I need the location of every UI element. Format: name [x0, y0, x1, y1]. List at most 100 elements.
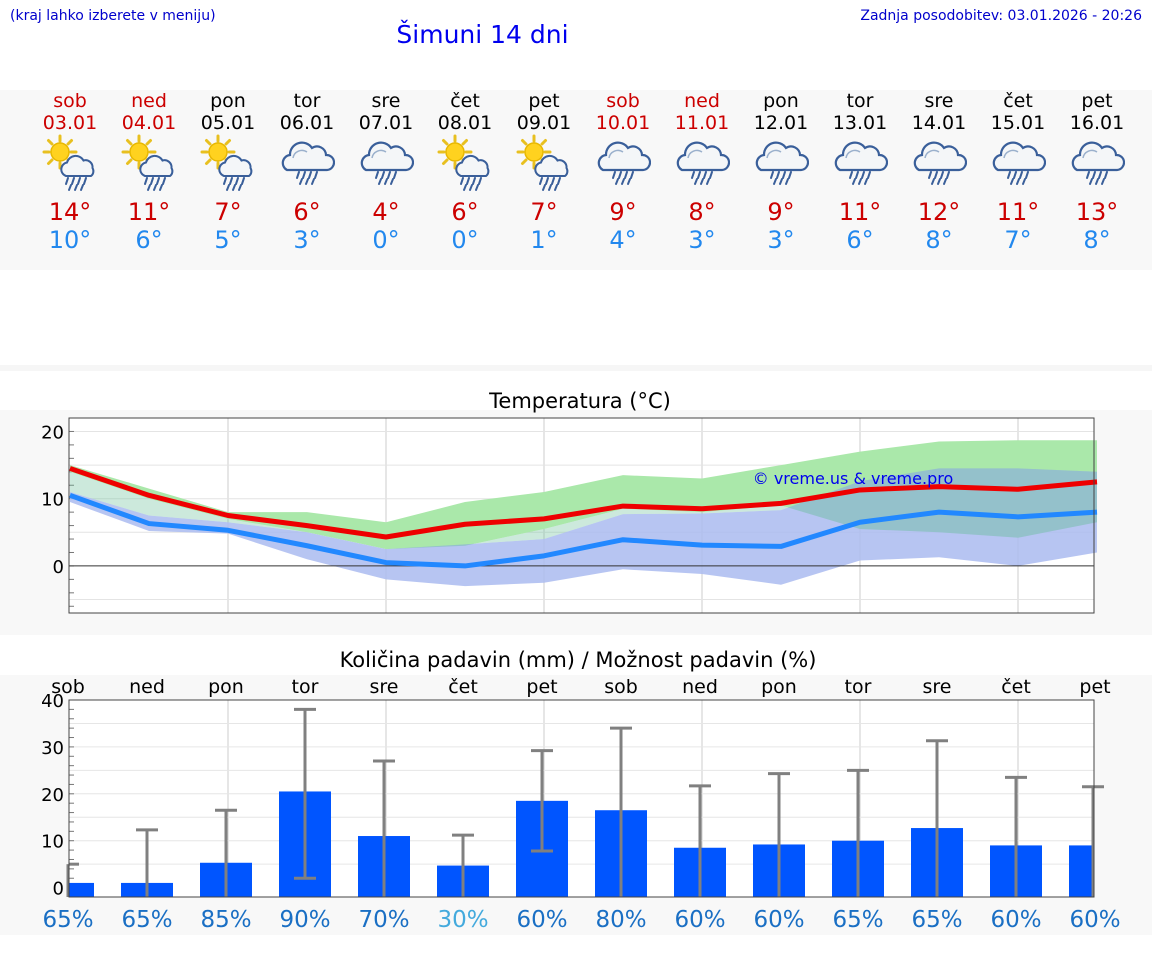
max-temperature: 13°: [1075, 198, 1119, 226]
temperature-chart-title: Temperatura (°C): [488, 389, 671, 413]
precipitation-day-label: pon: [208, 676, 244, 698]
day-date: 13.01: [832, 112, 888, 134]
min-temperature: 8°: [925, 226, 953, 254]
max-temperature: 8°: [688, 198, 716, 226]
day-date: 06.01: [279, 112, 335, 134]
day-name: sob: [606, 90, 640, 112]
max-temperature: 4°: [372, 198, 400, 226]
daily-forecast-strip: [0, 90, 1152, 270]
precipitation-probability: 60%: [990, 907, 1041, 933]
day-name: tor: [293, 90, 321, 112]
precipitation-day-label: tor: [845, 676, 872, 698]
precipitation-day-label: čet: [448, 676, 478, 698]
precipitation-tick-label: 40: [41, 691, 64, 712]
precipitation-day-label: čet: [1001, 676, 1031, 698]
precipitation-tick-label: 30: [41, 738, 64, 759]
day-forecast: čet 15.01 11° 7°: [978, 90, 1058, 260]
precipitation-probability: 90%: [279, 907, 330, 933]
min-temperature: 3°: [293, 226, 321, 254]
precipitation-day-label: pon: [761, 676, 797, 698]
precipitation-probability: 65%: [121, 907, 172, 933]
day-date: 11.01: [674, 112, 730, 134]
temperature-tick-label: 0: [53, 557, 64, 578]
day-name: sob: [53, 90, 87, 112]
day-date: 14.01: [911, 112, 967, 134]
min-temperature: 0°: [451, 226, 479, 254]
max-temperature: 11°: [127, 198, 171, 226]
max-temperature: 11°: [838, 198, 882, 226]
min-temperature: 4°: [609, 226, 637, 254]
precipitation-bar: [69, 882, 94, 897]
day-forecast: pet 09.01 7° 1°: [504, 90, 584, 260]
day-name: pet: [1081, 90, 1113, 112]
precipitation-probability: 60%: [1069, 907, 1120, 933]
day-name: pon: [763, 90, 799, 112]
precipitation-day-label: sob: [604, 676, 638, 698]
day-date: 07.01: [358, 112, 414, 134]
day-date: 08.01: [437, 112, 493, 134]
day-forecast: čet 08.01 6° 0°: [425, 90, 505, 260]
overlap-band: [70, 468, 1097, 550]
temperature-tick-label: 20: [41, 422, 64, 443]
day-forecast: tor 13.01 11° 6°: [820, 90, 900, 260]
day-date: 09.01: [516, 112, 572, 134]
max-temperature: 14°: [48, 198, 92, 226]
precipitation-probability: 60%: [674, 907, 725, 933]
precipitation-day-label: sob: [51, 676, 85, 698]
precipitation-chart-title: Količina padavin (mm) / Možnost padavin …: [340, 648, 817, 672]
day-name: pet: [528, 90, 560, 112]
day-forecast: sre 14.01 12° 8°: [899, 90, 979, 260]
day-name: tor: [846, 90, 874, 112]
precipitation-day-label: pet: [1079, 676, 1110, 698]
max-temperature: 6°: [293, 198, 321, 226]
day-name: ned: [131, 90, 167, 112]
day-name: pon: [210, 90, 246, 112]
min-temperature: 7°: [1004, 226, 1032, 254]
precipitation-day-label: ned: [682, 676, 718, 698]
location-hint: (kraj lahko izberete v meniju): [10, 8, 216, 24]
precipitation-probability: 60%: [753, 907, 804, 933]
day-date: 10.01: [595, 112, 651, 134]
min-temperature: 1°: [530, 226, 558, 254]
min-temperature: 3°: [767, 226, 795, 254]
precipitation-tick-label: 0: [53, 879, 64, 900]
day-forecast: sob 10.01 9° 4°: [583, 90, 663, 260]
min-temperature-range-band: [70, 468, 1097, 587]
day-date: 12.01: [753, 112, 809, 134]
min-temperature: 10°: [48, 226, 92, 254]
last-updated: Zadnja posodobitev: 03.01.2026 - 20:26: [860, 8, 1142, 24]
min-temperature: 6°: [846, 226, 874, 254]
min-temperature: 5°: [214, 226, 242, 254]
min-temperature-line: [69, 492, 1098, 569]
max-temperature: 9°: [767, 198, 795, 226]
day-forecast: sob 03.01 14° 10°: [30, 90, 110, 260]
day-name: ned: [684, 90, 720, 112]
max-temperature: 7°: [214, 198, 242, 226]
precipitation-probability: 70%: [358, 907, 409, 933]
precipitation-probability: 30%: [437, 907, 488, 933]
max-temperature-line: [69, 466, 1098, 540]
watermark: © vreme.us & vreme.pro: [753, 469, 954, 488]
precipitation-probability: 65%: [911, 907, 962, 933]
precipitation-probability: 85%: [200, 907, 251, 933]
max-temperature: 12°: [917, 198, 961, 226]
max-temperature: 9°: [609, 198, 637, 226]
precipitation-day-label: sre: [923, 676, 952, 698]
day-name: čet: [1003, 90, 1033, 112]
day-name: sre: [924, 90, 954, 112]
precipitation-tick-label: 10: [41, 832, 64, 853]
day-date: 04.01: [121, 112, 177, 134]
min-temperature: 3°: [688, 226, 716, 254]
precipitation-plot-frame: [68, 699, 1095, 898]
precipitation-day-label: tor: [292, 676, 319, 698]
precipitation-probability: 80%: [595, 907, 646, 933]
precipitation-day-label: pet: [526, 676, 557, 698]
precipitation-probability: 65%: [832, 907, 883, 933]
page-title: Šimuni 14 dni: [396, 20, 569, 49]
day-name: čet: [450, 90, 480, 112]
day-date: 15.01: [990, 112, 1046, 134]
day-date: 16.01: [1069, 112, 1125, 134]
precipitation-tick-label: 20: [41, 785, 64, 806]
min-temperature: 0°: [372, 226, 400, 254]
